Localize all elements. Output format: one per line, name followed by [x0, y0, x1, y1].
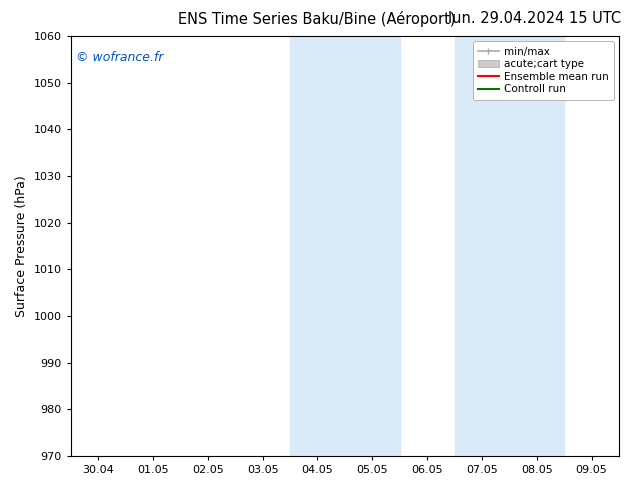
Text: © wofrance.fr: © wofrance.fr	[76, 51, 164, 64]
Legend: min/max, acute;cart type, Ensemble mean run, Controll run: min/max, acute;cart type, Ensemble mean …	[472, 41, 614, 99]
Text: lun. 29.04.2024 15 UTC: lun. 29.04.2024 15 UTC	[448, 11, 621, 26]
Bar	[455, 36, 564, 456]
Y-axis label: Surface Pressure (hPa): Surface Pressure (hPa)	[15, 175, 28, 317]
Text: ENS Time Series Baku/Bine (Aéroport): ENS Time Series Baku/Bine (Aéroport)	[178, 11, 456, 27]
Bar	[290, 36, 399, 456]
